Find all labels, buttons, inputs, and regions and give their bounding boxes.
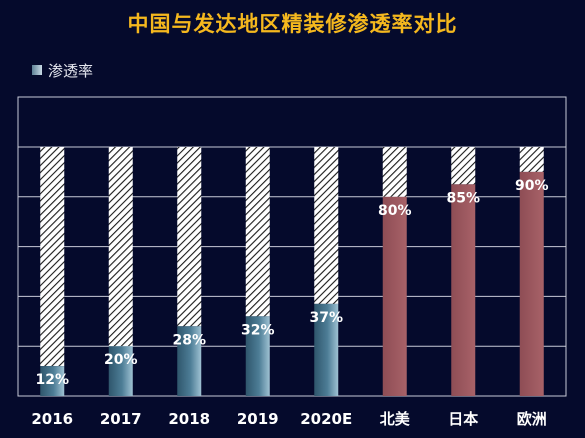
- data-label: 85%: [446, 190, 480, 206]
- bar: [314, 303, 339, 396]
- bar-remainder: [40, 147, 65, 367]
- data-label: 37%: [309, 310, 343, 326]
- bar-remainder: [382, 147, 407, 197]
- bar-remainder: [108, 147, 133, 347]
- bar: [245, 316, 270, 396]
- legend: 渗透率: [32, 60, 93, 80]
- bar: [382, 196, 407, 396]
- x-tick-label: 北美: [380, 410, 411, 428]
- legend-label: 渗透率: [48, 61, 94, 80]
- data-label: 32%: [241, 322, 275, 338]
- chart-title: 中国与发达地区精装修渗透率对比: [127, 12, 458, 36]
- bar-remainder: [177, 147, 202, 327]
- bar-remainder: [451, 147, 476, 185]
- data-label: 90%: [515, 178, 549, 194]
- x-tick-label: 2020E: [300, 410, 352, 428]
- bar: [451, 184, 476, 396]
- legend-swatch: [32, 65, 42, 75]
- data-label: 20%: [104, 352, 138, 368]
- data-label: 12%: [35, 372, 69, 388]
- x-tick-label: 日本: [448, 410, 478, 428]
- bar-remainder: [245, 147, 270, 317]
- bar: [108, 346, 133, 396]
- x-tick-label: 2019: [237, 410, 279, 428]
- bar: [177, 326, 202, 396]
- x-tick-label: 欧洲: [517, 410, 547, 428]
- bar-remainder: [314, 147, 339, 304]
- x-tick-label: 2018: [168, 410, 210, 428]
- x-tick-label: 2017: [100, 410, 142, 428]
- x-tick-label: 2016: [31, 410, 73, 428]
- data-label: 80%: [378, 203, 412, 219]
- bar: [40, 366, 65, 396]
- data-label: 28%: [172, 332, 206, 348]
- bar-remainder: [519, 147, 544, 172]
- bar: [519, 171, 544, 396]
